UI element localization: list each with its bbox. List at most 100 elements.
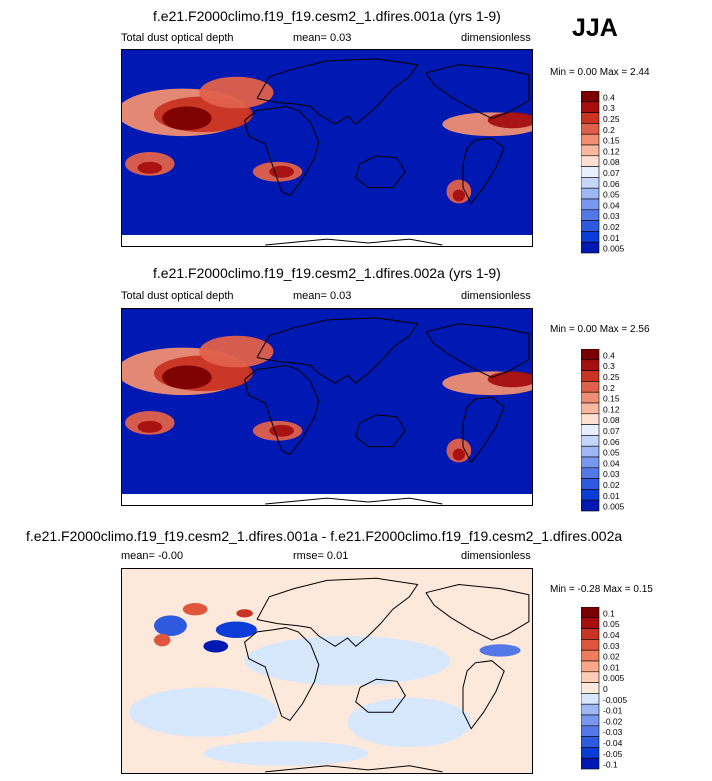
coastline (425, 323, 530, 378)
panel-2-units: dimensionless (461, 290, 531, 302)
coastline (256, 577, 419, 647)
colorbar-tick-label: -0.04 (603, 738, 623, 748)
difference-blob (347, 697, 472, 748)
difference-blob (203, 741, 369, 766)
colorbar-tick-label: 0.07 (603, 426, 620, 436)
colorbar-tick-label: 0 (603, 684, 608, 694)
coastline (265, 765, 443, 773)
panel-3-title: f.e21.F2000climo.f19_f19.cesm2_1.dfires.… (26, 528, 623, 544)
colorbar-tick-label: 0.08 (603, 157, 620, 167)
dust-plume (137, 420, 163, 433)
coastline (256, 58, 419, 125)
colorbar-swatch (581, 424, 600, 436)
dust-plume (162, 106, 212, 131)
colorbar-tick-label: 0.08 (603, 415, 620, 425)
panel-3-colorbar: 0.1 0.05 0.04 0.03 0.02 0.01 0.005 0 -0.005 -0.01… (581, 607, 681, 772)
colorbar-swatch (581, 187, 600, 200)
coastline (462, 396, 505, 464)
colorbar-tick-label: 0.005 (603, 244, 625, 254)
colorbar-swatch (581, 381, 600, 393)
colorbar-tick-label: 0.04 (603, 630, 620, 640)
colorbar-tick-label: 0.03 (603, 641, 620, 651)
colorbar-tick-label: -0.03 (603, 727, 623, 737)
colorbar-swatch (581, 391, 600, 404)
difference-blob (203, 640, 229, 653)
colorbar-tick-label: 0.04 (603, 458, 620, 468)
difference-blob (182, 603, 208, 616)
colorbar-swatch (581, 703, 600, 716)
panel-2-mean: mean= 0.03 (293, 290, 352, 302)
dust-plume (162, 365, 212, 390)
colorbar-swatch (581, 144, 600, 157)
coastline (265, 497, 443, 505)
colorbar-swatch (581, 660, 600, 673)
colorbar-swatch (581, 112, 600, 124)
colorbar-tick-label: 0.05 (603, 619, 620, 629)
coastline (355, 155, 406, 189)
colorbar-swatch (581, 456, 600, 469)
colorbar-swatch (581, 435, 600, 447)
colorbar-tick-label: 0.04 (603, 200, 620, 210)
colorbar-swatch (581, 166, 600, 178)
colorbar-tick-label: 0.2 (603, 383, 615, 393)
colorbar-tick-label: 0.15 (603, 394, 620, 404)
colorbar-tick-label: -0.02 (603, 716, 623, 726)
colorbar-swatch (581, 359, 600, 371)
colorbar-swatch (581, 607, 600, 619)
colorbar-swatch (581, 649, 600, 662)
panel-1-minmax: Min = 0.00 Max = 2.44 (550, 67, 650, 78)
colorbar-tick-label: 0.02 (603, 652, 620, 662)
colorbar-swatch (581, 467, 600, 479)
coastline (355, 678, 406, 713)
colorbar-swatch (581, 628, 600, 640)
colorbar-swatch (581, 402, 600, 415)
colorbar-swatch (581, 370, 600, 382)
colorbar-tick-label: 0.005 (603, 502, 625, 512)
panel-3-units: dimensionless (461, 550, 531, 562)
coastline (244, 627, 320, 722)
colorbar-tick-label: -0.01 (603, 706, 623, 716)
panel-2-minmax: Min = 0.00 Max = 2.56 (550, 324, 650, 335)
coastline (265, 238, 443, 246)
coastline (244, 105, 320, 197)
panel-1-units: dimensionless (461, 32, 531, 44)
colorbar-swatch (581, 155, 600, 167)
panel-1-mean: mean= 0.03 (293, 32, 352, 44)
dust-plume (487, 112, 533, 129)
colorbar-swatch (581, 499, 600, 512)
dust-plume (199, 76, 274, 109)
coastline (355, 414, 406, 448)
coastline (425, 64, 530, 119)
difference-blob (244, 635, 451, 686)
difference-blob (215, 621, 257, 639)
colorbar-swatch (581, 682, 600, 694)
colorbar-swatch (581, 714, 600, 727)
map-background (121, 308, 533, 494)
colorbar-swatch (581, 693, 600, 705)
coastline (425, 583, 530, 641)
colorbar-swatch (581, 123, 600, 135)
colorbar-swatch (581, 101, 600, 113)
colorbar-swatch (581, 220, 600, 232)
panel-3-minmax: Min = -0.28 Max = 0.15 (550, 584, 653, 595)
difference-blob (479, 644, 521, 657)
colorbar-tick-label: 0.2 (603, 125, 615, 135)
colorbar-tick-label: 0.3 (603, 361, 615, 371)
colorbar-swatch (581, 725, 600, 737)
map-background (121, 49, 533, 235)
panel-3-mean: mean= -0.00 (121, 550, 184, 562)
colorbar-swatch (581, 736, 600, 748)
panel-1-variable: Total dust optical depth (121, 32, 234, 44)
colorbar-swatch (581, 133, 600, 146)
colorbar-swatch (581, 349, 600, 361)
panel-1-title: f.e21.F2000climo.f19_f19.cesm2_1.dfires.… (153, 8, 501, 24)
panel-3-rmse: rmse= 0.01 (293, 550, 349, 562)
difference-blob (153, 633, 171, 647)
panel-2-colorbar: 0.4 0.3 0.25 0.2 0.15 0.12 0.08 0.07 0.06 0.05 0.0… (581, 349, 681, 514)
colorbar-swatch (581, 757, 600, 770)
colorbar-tick-label: 0.06 (603, 179, 620, 189)
colorbar-tick-label: 0.06 (603, 437, 620, 447)
colorbar-tick-label: 0.02 (603, 480, 620, 490)
colorbar-tick-label: 0.25 (603, 372, 620, 382)
colorbar-tick-label: 0.05 (603, 190, 620, 200)
